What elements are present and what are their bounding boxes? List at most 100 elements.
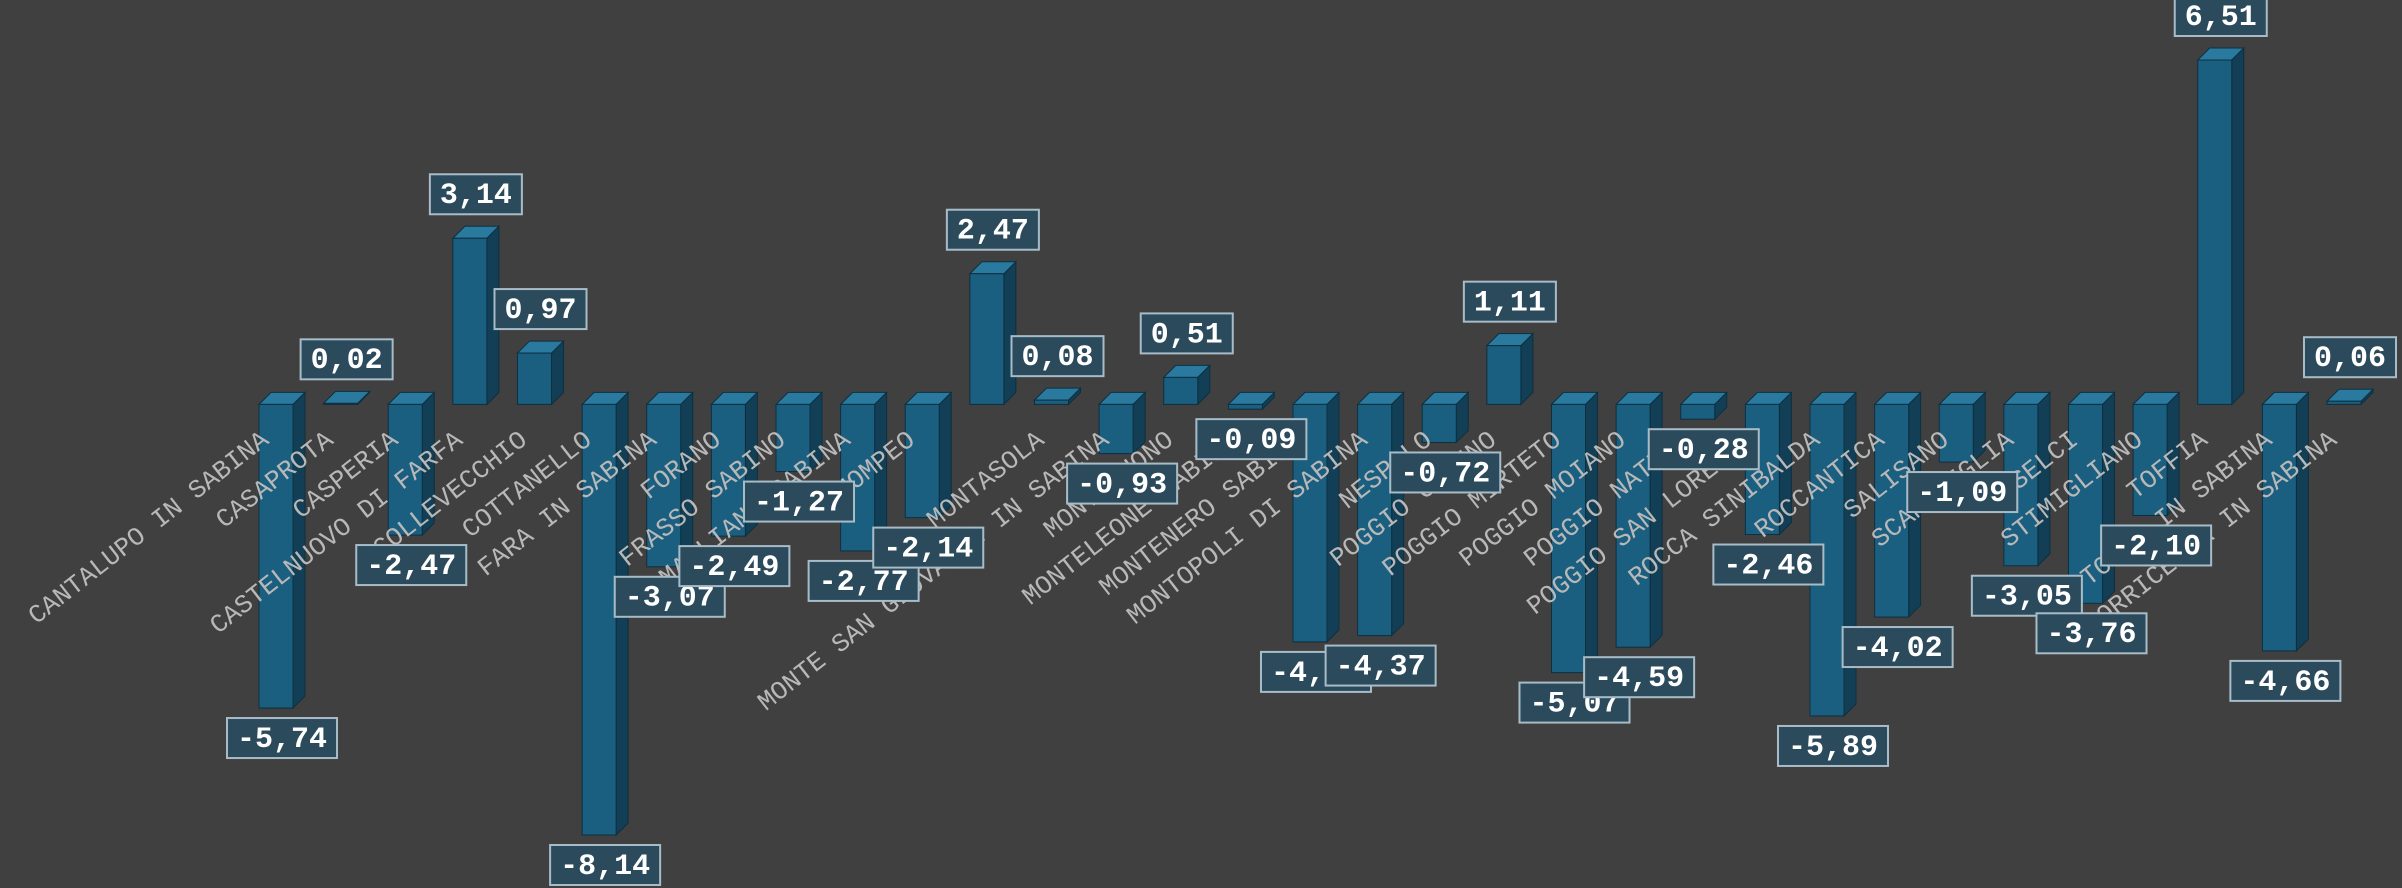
value-label-box	[945, 208, 1040, 251]
value-label-box	[1324, 644, 1437, 687]
value-label-text: 0,51	[1151, 318, 1223, 352]
bar	[517, 352, 552, 405]
bar	[840, 403, 876, 552]
value-label-text: -2,47	[366, 550, 456, 584]
value-label-text: -2,77	[819, 566, 909, 600]
value-label: 3,14	[428, 173, 523, 216]
value-label-box	[549, 844, 662, 886]
value-label-box	[1583, 656, 1696, 699]
value-label-box	[1139, 312, 1234, 355]
value-label-text: -5,89	[1788, 731, 1878, 765]
bar	[1227, 403, 1263, 410]
bar	[2132, 403, 2168, 516]
value-label-text: -0,09	[1206, 424, 1296, 458]
value-label-box	[355, 544, 468, 587]
value-label-box	[2035, 612, 2148, 655]
value-label: -0,93	[1066, 462, 1179, 505]
value-label: -3,07	[613, 575, 726, 618]
bar	[258, 403, 294, 709]
bar	[969, 273, 1005, 405]
bar	[387, 403, 423, 536]
value-label-text: -0,28	[1659, 434, 1749, 468]
value-label-text: 0,06	[2314, 342, 2386, 376]
bar	[2197, 59, 2233, 405]
value-label: 0,08	[1010, 335, 1105, 378]
bar	[1938, 403, 1974, 463]
value-label-text: 0,08	[1021, 341, 1093, 375]
value-label: -5,89	[1776, 724, 1890, 767]
bar-side	[2231, 46, 2245, 406]
bar	[1421, 403, 1457, 443]
value-label: -2,77	[807, 559, 920, 602]
value-label-box	[493, 288, 588, 331]
value-label: -2,46	[1712, 543, 1825, 586]
bar	[2261, 403, 2297, 652]
value-label-box	[1970, 574, 2083, 617]
bar	[452, 237, 488, 405]
value-label: -3,05	[1970, 574, 2083, 617]
bar-side	[2295, 391, 2309, 653]
value-label-box	[1712, 543, 1825, 586]
value-label-text: -4,59	[1594, 662, 1684, 696]
value-label-text: -4,66	[2240, 666, 2330, 700]
value-label-text: 0,97	[504, 294, 576, 328]
value-label-text: 6,51	[2185, 1, 2257, 35]
bar-side	[1326, 391, 1340, 644]
value-label: -4,66	[2229, 659, 2342, 702]
bar	[775, 403, 811, 473]
value-label-box	[1906, 471, 2019, 514]
bar	[2068, 403, 2103, 604]
value-label-box	[1010, 335, 1105, 378]
bar	[710, 403, 746, 537]
bar	[646, 403, 682, 568]
bar	[904, 403, 940, 519]
value-label-box	[1066, 462, 1179, 505]
value-label-box	[1776, 724, 1890, 767]
value-label: -4,59	[1583, 656, 1696, 699]
value-label-box	[225, 717, 339, 760]
value-label: -3,76	[2035, 612, 2148, 655]
value-label-box	[1647, 428, 1760, 471]
value-label-text: 3,14	[440, 179, 512, 213]
bar	[1034, 399, 1069, 405]
value-label: -1,09	[1906, 471, 2019, 514]
value-label: -1,27	[742, 480, 856, 523]
bar	[2326, 400, 2362, 405]
value-label-text: -2,46	[1723, 549, 1813, 583]
value-label: 1,11	[1462, 280, 1557, 323]
bar	[1486, 345, 1522, 405]
value-label: -2,49	[678, 545, 791, 588]
value-label-box	[872, 526, 985, 569]
value-label-text: -3,07	[625, 582, 715, 616]
value-label-box	[2302, 336, 2398, 379]
value-label-text: -4,37	[1336, 650, 1426, 684]
value-label-box	[299, 338, 394, 381]
value-label: -8,14	[549, 844, 662, 886]
bar	[1615, 403, 1651, 648]
value-label-text: -2,10	[2111, 530, 2201, 564]
value-label: 0,97	[493, 288, 588, 331]
value-label: 0,02	[299, 338, 394, 381]
value-label-text: -1,09	[1917, 477, 2007, 511]
value-label: -4,02	[1841, 626, 1954, 669]
value-label-box	[428, 173, 523, 216]
value-label-text: -3,76	[2046, 618, 2136, 652]
value-label: -0,09	[1195, 418, 1308, 461]
value-label-text: 0,02	[311, 344, 383, 378]
value-label: 6,51	[2173, 0, 2268, 37]
value-label: -5,74	[225, 717, 339, 760]
value-label: -0,72	[1389, 451, 1502, 494]
bar-side	[1003, 260, 1017, 406]
value-label-box	[678, 545, 791, 588]
value-label-text: 1,11	[1474, 287, 1546, 321]
value-label-text: -2,14	[883, 533, 973, 567]
bar	[1098, 403, 1134, 455]
value-label-box	[742, 480, 856, 523]
bar	[1551, 403, 1586, 674]
bar	[323, 402, 359, 405]
value-label-box	[1841, 626, 1954, 669]
value-label-text: -2,49	[689, 551, 779, 585]
value-label-box	[2173, 0, 2268, 37]
value-label-text: -4,02	[1853, 632, 1943, 666]
